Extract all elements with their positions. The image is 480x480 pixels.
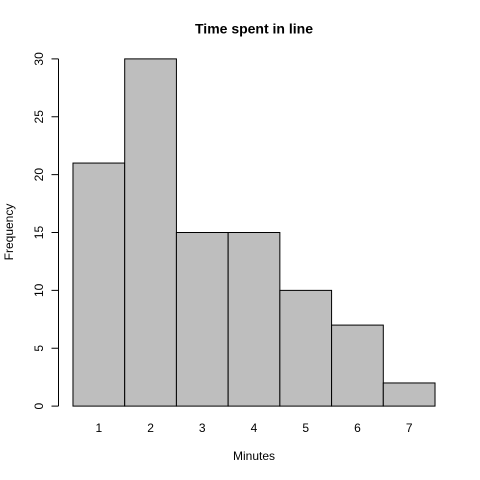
x-axis-label: Minutes xyxy=(233,449,275,463)
x-tick-label: 6 xyxy=(354,421,361,435)
y-tick-label: 0 xyxy=(32,402,46,409)
bar xyxy=(331,324,384,407)
x-tick-label: 3 xyxy=(199,421,206,435)
y-tick-label: 10 xyxy=(32,283,46,297)
y-tick-label: 30 xyxy=(32,52,46,66)
bar xyxy=(175,232,229,407)
bar xyxy=(382,382,436,407)
y-axis-label: Frequency xyxy=(2,204,16,261)
y-tick-label: 5 xyxy=(32,345,46,352)
bar xyxy=(72,162,126,407)
x-tick-label: 1 xyxy=(95,421,102,435)
y-tick-label: 15 xyxy=(32,226,46,240)
x-tick-label: 4 xyxy=(251,421,258,435)
x-tick-label: 2 xyxy=(147,421,154,435)
x-tick-label: 7 xyxy=(406,421,413,435)
bar xyxy=(124,58,177,407)
x-tick-label: 5 xyxy=(302,421,309,435)
y-tick-label: 20 xyxy=(32,168,46,182)
bar xyxy=(227,232,281,407)
bar xyxy=(279,289,333,407)
chart-title: Time spent in line xyxy=(195,21,313,37)
y-tick-label: 25 xyxy=(32,110,46,124)
